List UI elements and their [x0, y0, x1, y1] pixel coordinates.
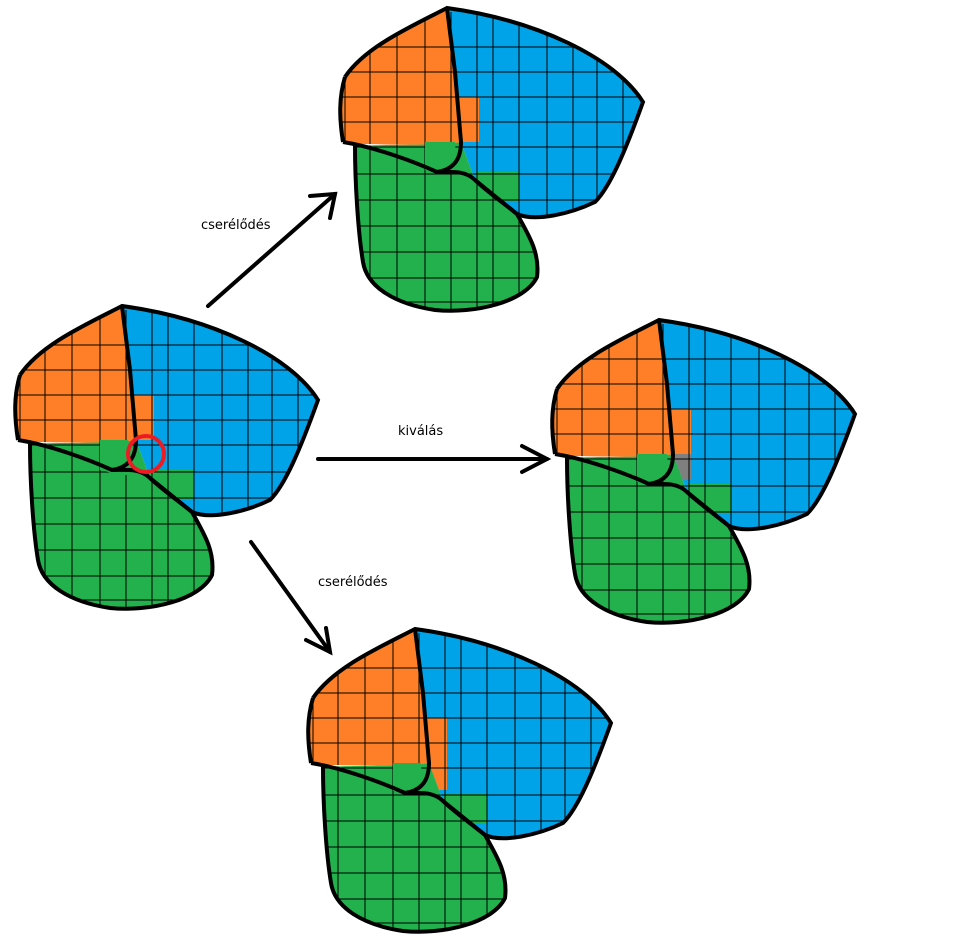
arrow-middle — [316, 444, 552, 474]
label-middle-arrow: kiválás — [398, 424, 444, 439]
orange-intrusion — [132, 395, 154, 440]
right-result-shape — [550, 317, 858, 625]
top-result-shape — [338, 5, 646, 313]
bottom-result-shape — [306, 626, 614, 934]
label-bottom-arrow: cserélődés — [318, 575, 388, 590]
highlight-circle — [126, 434, 166, 474]
arrow-top — [206, 191, 338, 308]
label-top-arrow: cserélődés — [201, 218, 271, 233]
arrow-bottom — [249, 540, 333, 656]
source-shape — [13, 303, 321, 611]
